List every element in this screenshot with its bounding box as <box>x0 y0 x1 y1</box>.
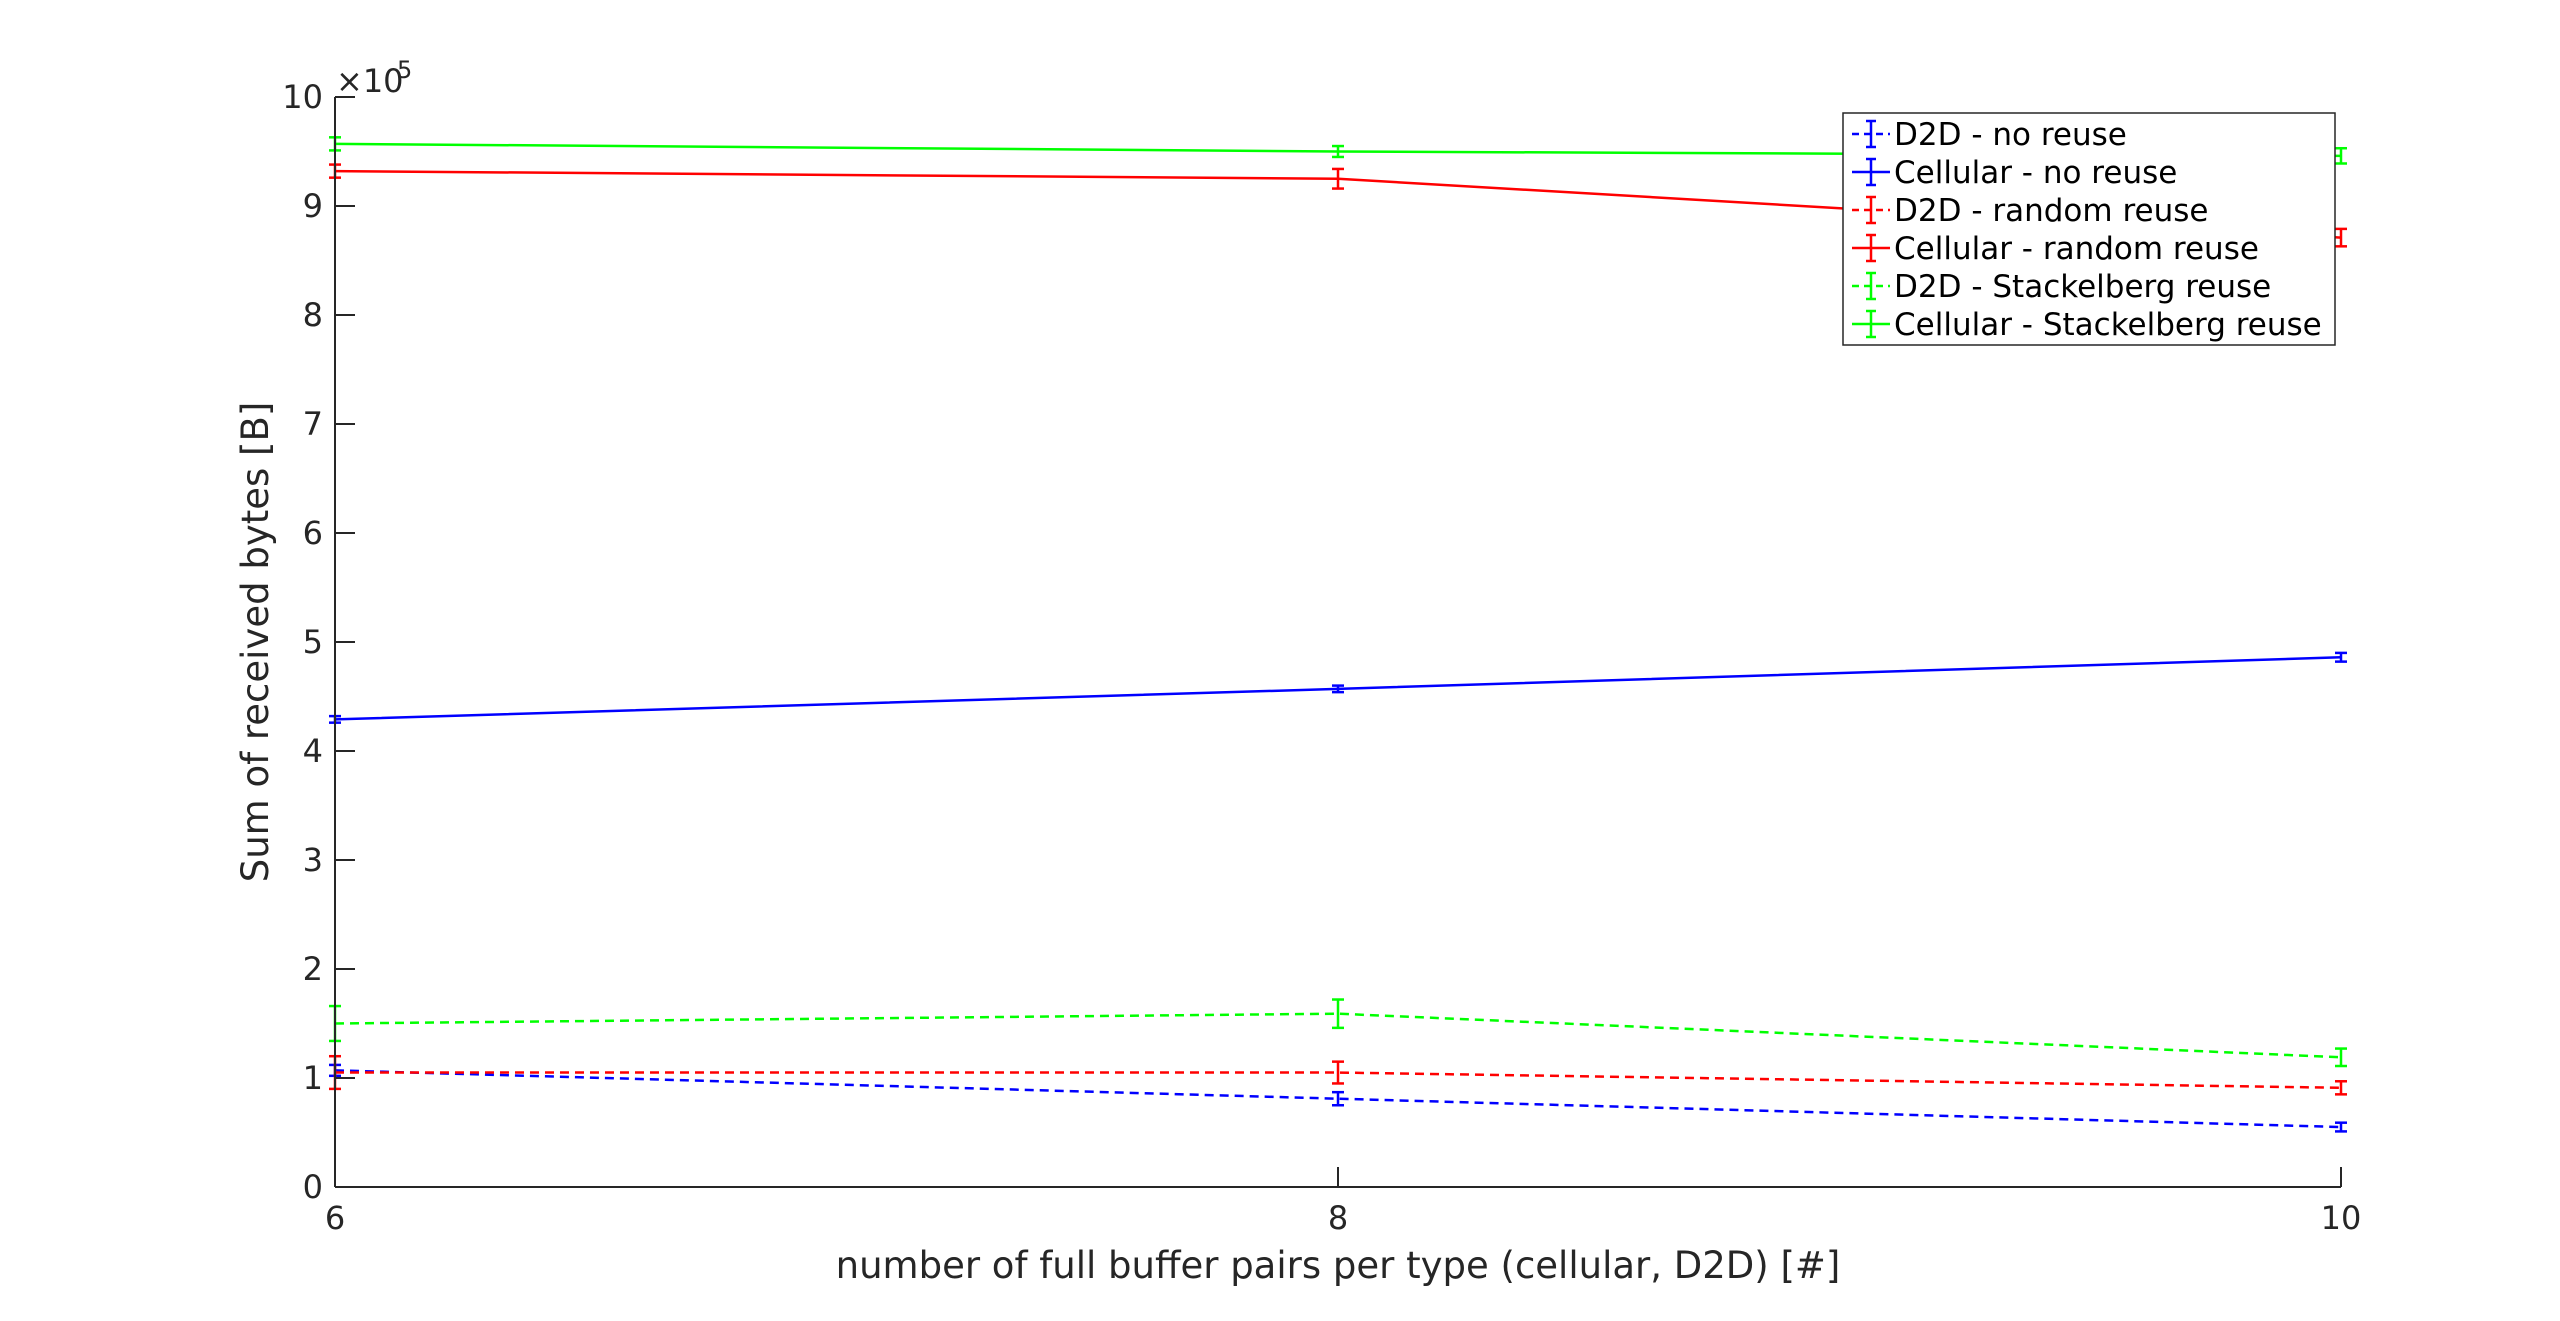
error-bar <box>1332 684 1344 694</box>
y-tick-label: 0 <box>303 1168 323 1206</box>
y-tick-label: 3 <box>303 841 323 879</box>
legend-label: D2D - random reuse <box>1894 193 2208 229</box>
y-tick-label: 6 <box>303 514 323 552</box>
y-tick-label: 5 <box>303 623 323 661</box>
x-tick-label: 10 <box>2321 1199 2362 1237</box>
error-bar <box>1332 1090 1344 1107</box>
y-multiplier-exponent: 5 <box>397 56 412 84</box>
error-bar <box>1332 998 1344 1030</box>
legend-label: Cellular - Stackelberg reuse <box>1894 307 2322 343</box>
legend-item: D2D - no reuse <box>1852 117 2127 153</box>
x-tick-label: 6 <box>325 1199 345 1237</box>
y-tick-label: 7 <box>303 405 323 443</box>
ticks-layer: 0 1 2 3 4 5 6 7 8 9 10 6 8 10 <box>282 78 2361 1237</box>
legend-label: D2D - no reuse <box>1894 117 2127 153</box>
series-layer <box>329 136 2347 1133</box>
y-tick-label: 10 <box>282 78 323 116</box>
y-exponent: ×10 5 <box>336 56 412 100</box>
error-bar <box>2335 227 2347 248</box>
y-tick-label: 9 <box>303 187 323 225</box>
y-tick-label: 8 <box>303 296 323 334</box>
series-4 <box>329 998 2347 1068</box>
legend-item: Cellular - random reuse <box>1852 231 2259 267</box>
legend-label: D2D - Stackelberg reuse <box>1894 269 2271 305</box>
legend-item: Cellular - no reuse <box>1852 155 2177 191</box>
error-bar <box>1332 144 1344 159</box>
y-multiplier: ×10 <box>336 62 404 100</box>
y-tick-label: 1 <box>303 1059 323 1097</box>
x-axis-label: number of full buffer pairs per type (ce… <box>836 1244 1841 1287</box>
legend-item: D2D - Stackelberg reuse <box>1852 269 2271 305</box>
error-bar <box>2335 651 2347 663</box>
error-bar <box>2335 1121 2347 1133</box>
x-tick-label: 8 <box>1328 1199 1348 1237</box>
y-tick-label: 2 <box>303 950 323 988</box>
legend-label: Cellular - random reuse <box>1894 231 2259 267</box>
error-bar <box>2335 146 2347 165</box>
legend-item: Cellular - Stackelberg reuse <box>1852 307 2322 343</box>
series-line <box>334 1012 2342 1059</box>
y-tick-label: 4 <box>303 732 323 770</box>
legend-item: D2D - random reuse <box>1852 193 2208 229</box>
error-bar <box>1332 1060 1344 1085</box>
error-bar <box>1332 167 1344 190</box>
series-line <box>334 1069 2342 1129</box>
error-bar <box>2335 1047 2347 1068</box>
y-axis-label: Sum of received bytes [B] <box>234 402 277 883</box>
legend-box <box>1842 112 2336 346</box>
legend-label: Cellular - no reuse <box>1894 155 2177 191</box>
error-bar <box>2335 1080 2347 1096</box>
series-line <box>335 1071 2342 1090</box>
